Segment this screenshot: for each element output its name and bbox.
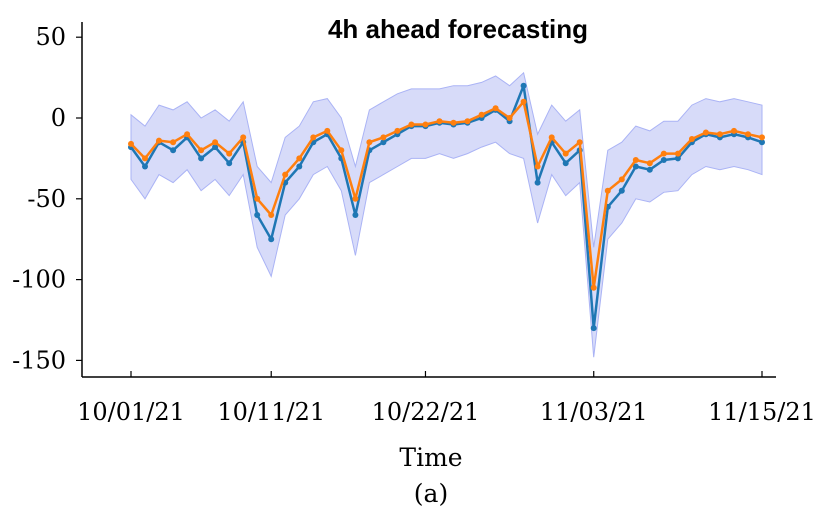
forecast-point	[352, 195, 359, 202]
y-tick-label: 50	[35, 23, 66, 51]
forecast-point	[394, 127, 401, 134]
forecast-point	[450, 119, 457, 126]
forecast-point	[478, 111, 485, 118]
forecast-point	[156, 137, 162, 144]
forecast-point	[296, 155, 303, 162]
forecast-point	[436, 118, 443, 125]
plot-area	[128, 71, 765, 358]
forecast-point	[212, 139, 219, 146]
chart-title: 4h ahead forecasting	[328, 14, 588, 44]
y-tick-group: 50 0 -50 -100 -150	[12, 23, 82, 374]
forecast-point	[282, 171, 289, 178]
actual-point	[520, 82, 527, 89]
actual-series-line	[129, 84, 763, 330]
actual-point	[198, 155, 205, 162]
x-tick-label: 11/15/21	[708, 398, 816, 426]
forecast-point	[184, 131, 191, 138]
prediction-interval-band	[130, 71, 763, 358]
actual-point	[674, 155, 681, 162]
forecast-point	[576, 139, 583, 146]
forecast-point	[422, 121, 429, 128]
figure-caption: (a)	[414, 479, 448, 508]
actual-point	[759, 139, 765, 146]
actual-point	[562, 160, 569, 167]
y-tick-label: -100	[12, 266, 66, 294]
x-tick-group: 10/01/21 10/11/21 10/22/21 11/03/21 11/15/21	[77, 371, 816, 426]
actual-point	[254, 212, 261, 218]
forecast-point	[254, 195, 261, 202]
x-tick-label: 10/22/21	[372, 398, 480, 426]
forecast-point	[660, 150, 667, 157]
actual-point	[618, 187, 625, 194]
forecast-point	[324, 127, 331, 134]
forecast-point	[702, 129, 709, 136]
x-tick-label: 11/03/21	[540, 398, 648, 426]
actual-point	[534, 179, 541, 186]
x-tick-label: 10/01/21	[77, 398, 185, 426]
forecast-point	[464, 118, 471, 125]
actual-point	[632, 163, 639, 170]
actual-point	[268, 236, 275, 243]
forecast-series-line	[130, 100, 763, 289]
forecast-point	[534, 163, 541, 170]
forecast-point	[492, 105, 499, 112]
actual-point	[226, 160, 233, 167]
forecast-point	[142, 155, 148, 162]
forecast-point	[520, 98, 527, 105]
actual-point	[142, 163, 148, 170]
forecast-point	[226, 150, 233, 157]
actual-point	[170, 147, 177, 154]
forecast-point	[170, 139, 177, 146]
forecast-point	[618, 176, 625, 183]
forecast-point	[408, 121, 415, 128]
actual-point	[380, 139, 387, 146]
actual-point	[590, 325, 597, 332]
forecast-point	[590, 284, 597, 291]
actual-point	[646, 166, 653, 173]
forecast-point	[632, 157, 639, 163]
forecast-point	[310, 134, 317, 141]
forecast-point	[198, 147, 205, 154]
forecast-point	[380, 134, 387, 141]
forecast-point	[548, 134, 555, 141]
forecast-point	[646, 160, 653, 167]
forecast-point	[338, 147, 345, 154]
forecast-point	[366, 139, 373, 146]
y-tick-label: -150	[12, 346, 66, 374]
forecast-point	[268, 212, 275, 218]
forecast-point	[674, 150, 681, 157]
actual-point	[660, 157, 667, 163]
forecast-point	[128, 140, 134, 147]
actual-point	[352, 212, 359, 218]
forecast-point	[240, 134, 247, 141]
y-tick-label: -50	[27, 185, 66, 213]
y-tick-label: 0	[51, 104, 66, 132]
forecast-point	[731, 127, 737, 134]
forecast-point	[604, 187, 611, 194]
actual-point	[296, 163, 303, 170]
forecast-point	[506, 115, 513, 121]
forecast-point	[716, 131, 723, 138]
forecast-point	[759, 134, 765, 141]
x-tick-label: 10/11/21	[217, 398, 325, 426]
forecast-point	[562, 150, 569, 157]
forecast-point	[745, 131, 751, 138]
x-axis-label: Time	[399, 443, 462, 472]
actual-point	[212, 144, 219, 151]
forecast-point	[688, 136, 695, 142]
